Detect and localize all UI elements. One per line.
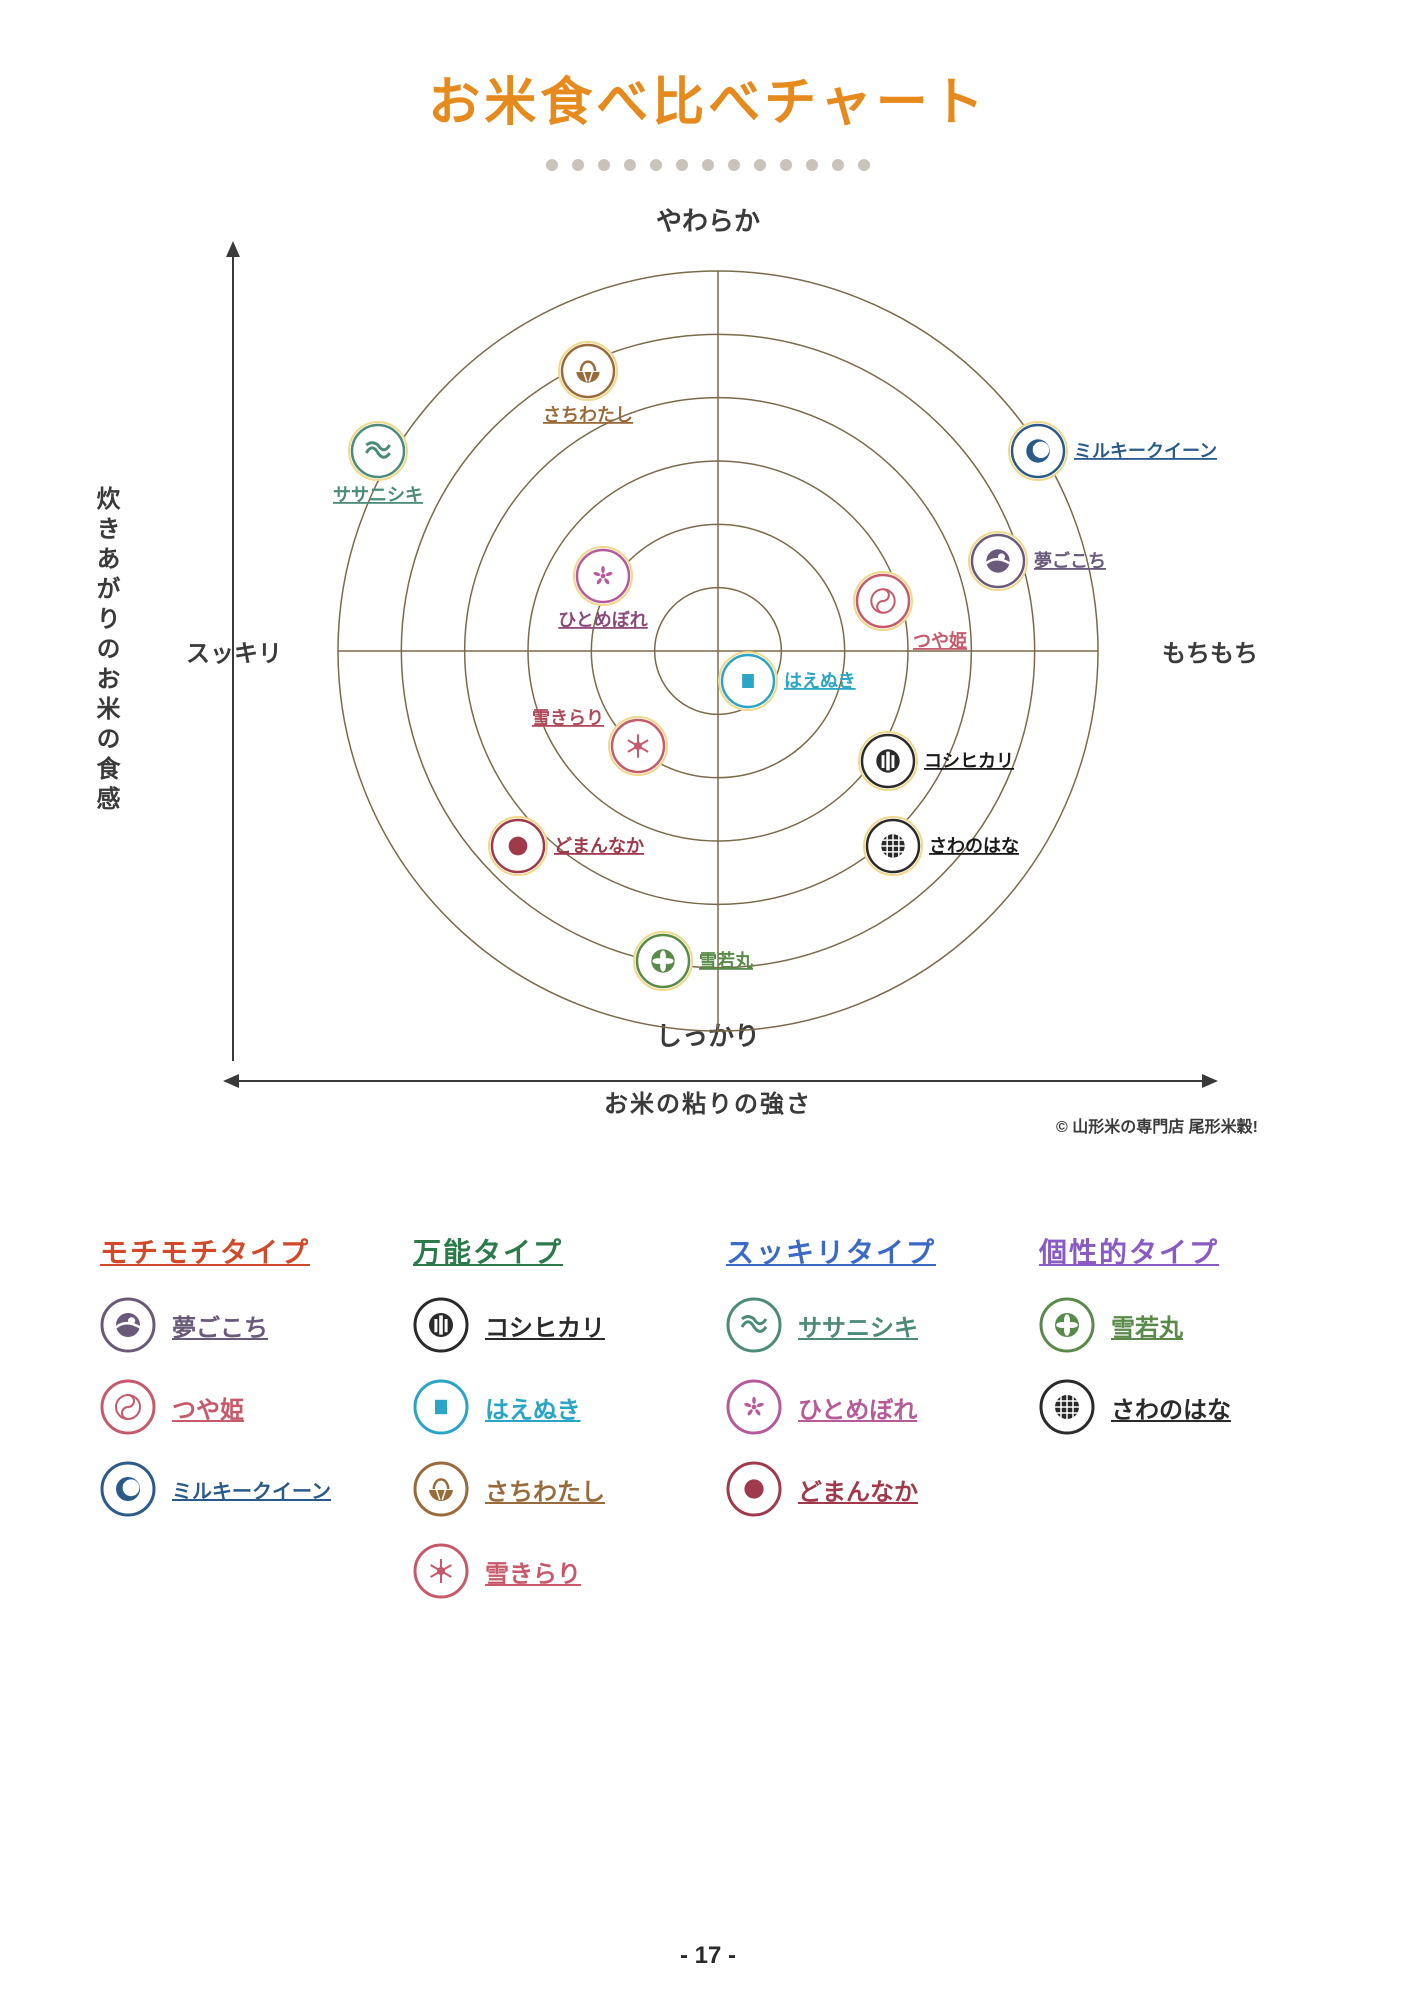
legend-item-label: さちわたし: [485, 1472, 605, 1507]
dot-icon: [806, 159, 818, 171]
yumegokochi-icon: [100, 1297, 156, 1353]
legend-item-sasanishiki[interactable]: ササニシキ: [726, 1297, 1003, 1353]
legend-column: スッキリタイプササニシキひとめぼれどまんなか: [726, 1231, 1003, 1625]
legend-column-title: モチモチタイプ: [100, 1231, 377, 1271]
legend-item-tsuyahime[interactable]: つや姫: [100, 1379, 377, 1435]
point-haenuki: はえぬき: [719, 652, 856, 710]
point-koshihikari: コシヒカリ: [859, 732, 1014, 790]
point-sasanishiki: ササニシキ: [333, 422, 423, 505]
legend-item-label: コシヒカリ: [485, 1308, 605, 1343]
point-label-yukikirari: 雪きらり: [532, 708, 604, 728]
page: お米食べ比べチャート 炊きあがりのお米の食感 やわらか しっかり スッキリ もち…: [0, 0, 1416, 2000]
page-title: お米食べ比べチャート: [80, 60, 1336, 135]
dot-icon: [572, 159, 584, 171]
legend: モチモチタイプ夢ごこちつや姫ミルキークイーン万能タイプコシヒカリはえぬきさちわた…: [100, 1231, 1316, 1625]
milkyqueen-icon: [100, 1461, 156, 1517]
legend-column: 万能タイプコシヒカリはえぬきさちわたし雪きらり: [413, 1231, 690, 1625]
y-axis-arrow: [226, 241, 240, 1061]
point-label-domannaka: どまんなか: [554, 836, 644, 856]
legend-item-yukiwakamaru[interactable]: 雪若丸: [1039, 1297, 1316, 1353]
point-label-milkyqueen: ミルキークイーン: [1074, 441, 1217, 461]
sawanohana-icon: [1039, 1379, 1095, 1435]
legend-item-domannaka[interactable]: どまんなか: [726, 1461, 1003, 1517]
point-label-koshihikari: コシヒカリ: [924, 751, 1014, 771]
legend-column-title: 個性的タイプ: [1039, 1231, 1316, 1271]
dot-icon: [702, 159, 714, 171]
point-hitomebore: ひとめぼれ: [558, 547, 647, 630]
point-label-sasanishiki: ササニシキ: [333, 485, 423, 505]
yukikirari-icon: [413, 1543, 469, 1599]
point-yukikirari: 雪きらり: [532, 708, 667, 775]
dot-icon: [858, 159, 870, 171]
point-domannaka: どまんなか: [489, 817, 644, 875]
legend-item-label: つや姫: [172, 1390, 244, 1425]
dot-icon: [832, 159, 844, 171]
point-sawanohana: さわのはな: [864, 817, 1019, 875]
legend-column-title: スッキリタイプ: [726, 1231, 1003, 1271]
y-axis-title: 炊きあがりのお米の食感: [88, 486, 123, 816]
koshihikari-icon: [413, 1297, 469, 1353]
domannaka-icon: [726, 1461, 782, 1517]
dot-icon: [728, 159, 740, 171]
dot-icon: [546, 159, 558, 171]
point-milkyqueen: ミルキークイーン: [1009, 422, 1217, 480]
legend-item-koshihikari[interactable]: コシヒカリ: [413, 1297, 690, 1353]
legend-column: 個性的タイプ雪若丸さわのはな: [1039, 1231, 1316, 1625]
copyright-credit: © 山形米の専門店 尾形米穀!: [1056, 1113, 1258, 1137]
legend-item-milkyqueen[interactable]: ミルキークイーン: [100, 1461, 377, 1517]
legend-item-label: 雪若丸: [1111, 1308, 1183, 1343]
page-number: - 17 -: [680, 1942, 736, 1970]
legend-column-title: 万能タイプ: [413, 1231, 690, 1271]
legend-item-label: さわのはな: [1111, 1390, 1231, 1425]
legend-item-label: どまんなか: [798, 1472, 918, 1507]
point-tsuyahime: つや姫: [854, 572, 967, 651]
legend-item-label: 雪きらり: [485, 1554, 581, 1589]
point-label-yumegokochi: 夢ごこち: [1034, 550, 1106, 571]
point-yukiwakamaru: 雪若丸: [634, 932, 754, 990]
legend-item-yumegokochi[interactable]: 夢ごこち: [100, 1297, 377, 1353]
yukiwakamaru-icon: [1039, 1297, 1095, 1353]
sachiwatashi-icon: [413, 1461, 469, 1517]
legend-item-yukikirari[interactable]: 雪きらり: [413, 1543, 690, 1599]
x-axis-title: お米の粘りの強さ: [604, 1084, 812, 1119]
dot-icon: [650, 159, 662, 171]
dot-icon: [624, 159, 636, 171]
legend-item-haenuki[interactable]: はえぬき: [413, 1379, 690, 1435]
point-sachiwatashi: さちわたし: [543, 342, 633, 425]
point-label-yukiwakamaru: 雪若丸: [699, 950, 754, 971]
haenuki-icon: [413, 1379, 469, 1435]
decorative-dots: [80, 159, 1336, 171]
point-label-haenuki: はえぬき: [784, 671, 856, 691]
dot-icon: [754, 159, 766, 171]
legend-item-label: 夢ごこち: [172, 1308, 268, 1343]
tsuyahime-icon: [100, 1379, 156, 1435]
point-label-hitomebore: ひとめぼれ: [558, 610, 647, 630]
legend-item-label: ササニシキ: [798, 1308, 918, 1343]
chart-plot-area: ササニシキ さちわたしミルキークイーンひとめぼれ 夢ごこちつや姫はえぬき雪きらりコシ…: [198, 221, 1258, 1121]
legend-column: モチモチタイプ夢ごこちつや姫ミルキークイーン: [100, 1231, 377, 1625]
dot-icon: [780, 159, 792, 171]
legend-item-sawanohana[interactable]: さわのはな: [1039, 1379, 1316, 1435]
legend-item-hitomebore[interactable]: ひとめぼれ: [726, 1379, 1003, 1435]
point-yumegokochi: 夢ごこち: [969, 532, 1106, 590]
dot-icon: [598, 159, 610, 171]
hitomebore-icon: [726, 1379, 782, 1435]
legend-item-label: はえぬき: [485, 1390, 581, 1425]
point-label-sachiwatashi: さちわたし: [543, 405, 633, 425]
dot-icon: [676, 159, 688, 171]
point-label-tsuyahime: つや姫: [913, 630, 967, 651]
sasanishiki-icon: [726, 1297, 782, 1353]
legend-item-label: ひとめぼれ: [798, 1390, 917, 1425]
chart-svg: ササニシキ さちわたしミルキークイーンひとめぼれ 夢ごこちつや姫はえぬき雪きらりコシ…: [198, 221, 1258, 1121]
point-label-sawanohana: さわのはな: [929, 836, 1019, 856]
legend-item-label: ミルキークイーン: [172, 1475, 331, 1504]
legend-item-sachiwatashi[interactable]: さちわたし: [413, 1461, 690, 1517]
scatter-chart: 炊きあがりのお米の食感 やわらか しっかり スッキリ もちもち ササニシキさちわ…: [158, 201, 1258, 1101]
